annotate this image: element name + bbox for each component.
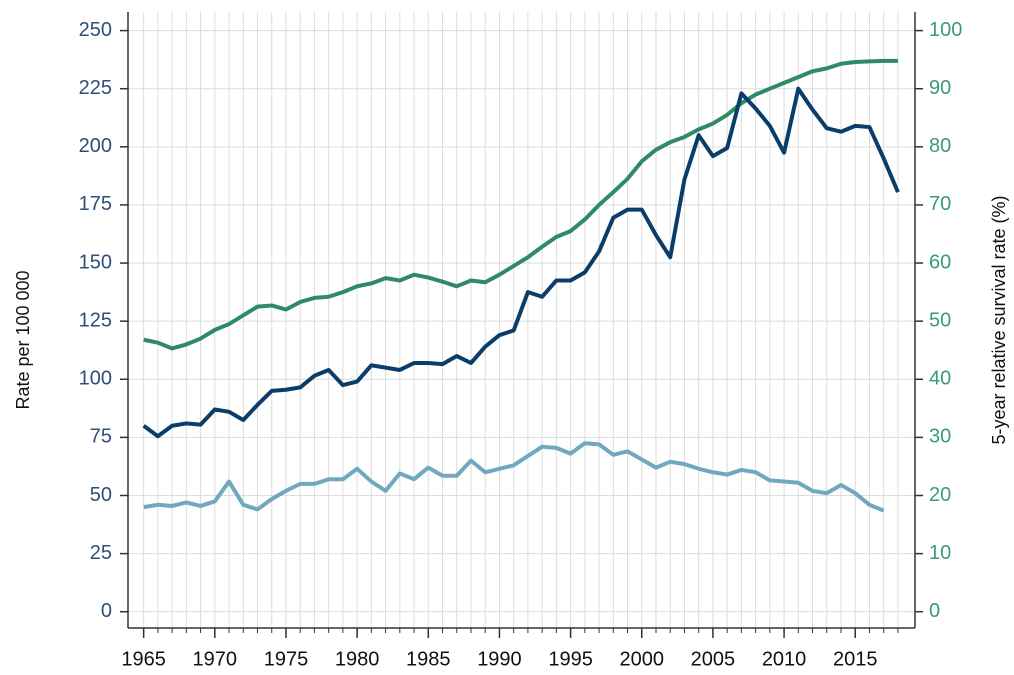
y-tick-label: 150 — [79, 251, 112, 273]
y2-axis-label: 5-year relative survival rate (%) — [989, 195, 1009, 444]
x-tick-label: 1975 — [264, 648, 309, 670]
x-tick-label: 1965 — [121, 648, 166, 670]
y-tick-label: 225 — [79, 77, 112, 99]
y-tick-label: 100 — [79, 368, 112, 390]
x-tick-label: 2005 — [691, 648, 736, 670]
series-line — [143, 441, 885, 513]
y-tick-label: 0 — [101, 600, 112, 622]
x-tick-label: 2010 — [762, 648, 807, 670]
x-tick-label: 1995 — [548, 648, 593, 670]
y2-tick-label: 90 — [929, 77, 951, 99]
y2-tick-label: 40 — [929, 368, 951, 390]
y-tick-label: 50 — [90, 484, 112, 506]
series-line — [143, 58, 898, 351]
y-tick-label: 125 — [79, 309, 112, 331]
y2-tick-label: 70 — [929, 193, 951, 215]
x-tick-label: 1970 — [193, 648, 238, 670]
y2-tick-label: 50 — [929, 309, 951, 331]
y-axis-label: Rate per 100 000 — [13, 270, 33, 409]
y-tick-label: 75 — [90, 426, 112, 448]
y2-tick-label: 30 — [929, 426, 951, 448]
x-tick-label: 1990 — [477, 648, 522, 670]
y2-tick-label: 20 — [929, 484, 951, 506]
y2-tick-label: 0 — [929, 600, 940, 622]
y2-tick-label: 10 — [929, 542, 951, 564]
x-tick-label: 1980 — [335, 648, 380, 670]
y2-tick-label: 60 — [929, 251, 951, 273]
y-tick-label: 200 — [79, 135, 112, 157]
series-line — [142, 86, 900, 439]
x-tick-label: 1985 — [406, 648, 451, 670]
y-tick-label: 25 — [90, 542, 112, 564]
x-tick-label: 2015 — [833, 648, 878, 670]
y-tick-label: 175 — [79, 193, 112, 215]
x-tick-label: 2000 — [620, 648, 665, 670]
y-tick-label: 250 — [79, 19, 112, 41]
y2-tick-label: 80 — [929, 135, 951, 157]
y2-tick-label: 100 — [929, 19, 962, 41]
